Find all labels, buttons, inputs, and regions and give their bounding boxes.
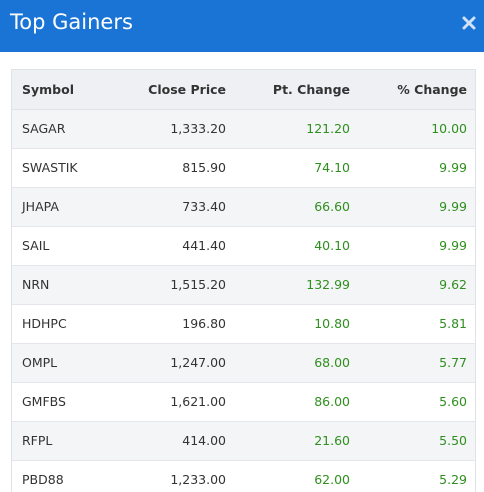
table-row[interactable]: SWASTIK 815.90 74.10 9.99 (12, 148, 475, 188)
column-header-symbol[interactable]: Symbol (12, 70, 110, 110)
table-header-row: Symbol Close Price Pt. Change % Change (12, 70, 475, 110)
close-button[interactable] (461, 15, 477, 31)
close-price-cell: 441.40 (110, 226, 236, 266)
close-price-cell: 196.80 (110, 304, 236, 344)
pt-change-cell: 68.00 (236, 343, 360, 383)
gainers-table: Symbol Close Price Pt. Change % Change S… (12, 70, 475, 492)
column-header-close-price[interactable]: Close Price (110, 70, 236, 110)
table-row[interactable]: PBD88 1,233.00 62.00 5.29 (12, 460, 475, 492)
table-row[interactable]: NRN 1,515.20 132.99 9.62 (12, 265, 475, 305)
modal-title: Top Gainers (10, 10, 133, 34)
table-row[interactable]: JHAPA 733.40 66.60 9.99 (12, 187, 475, 227)
pct-change-cell: 9.62 (360, 265, 475, 305)
pct-change-cell: 5.81 (360, 304, 475, 344)
table-row[interactable]: SAGAR 1,333.20 121.20 10.00 (12, 109, 475, 149)
symbol-cell: NRN (12, 265, 110, 305)
pt-change-cell: 66.60 (236, 187, 360, 227)
pt-change-cell: 74.10 (236, 148, 360, 188)
pt-change-cell: 86.00 (236, 382, 360, 422)
pct-change-cell: 9.99 (360, 187, 475, 227)
table-row[interactable]: HDHPC 196.80 10.80 5.81 (12, 304, 475, 344)
modal-header: Top Gainers (0, 0, 484, 52)
pt-change-cell: 62.00 (236, 460, 360, 492)
close-price-cell: 1,515.20 (110, 265, 236, 305)
symbol-cell: PBD88 (12, 460, 110, 492)
pct-change-cell: 5.50 (360, 421, 475, 461)
close-price-cell: 1,247.00 (110, 343, 236, 383)
symbol-cell: SAGAR (12, 109, 110, 149)
symbol-cell: GMFBS (12, 382, 110, 422)
table-row[interactable]: SAIL 441.40 40.10 9.99 (12, 226, 475, 266)
close-price-cell: 1,621.00 (110, 382, 236, 422)
close-icon (462, 16, 476, 30)
symbol-cell: SWASTIK (12, 148, 110, 188)
pct-change-cell: 9.99 (360, 148, 475, 188)
pt-change-cell: 121.20 (236, 109, 360, 149)
column-header-pt-change[interactable]: Pt. Change (236, 70, 360, 110)
pct-change-cell: 5.29 (360, 460, 475, 492)
column-header-pct-change[interactable]: % Change (360, 70, 475, 110)
pct-change-cell: 5.77 (360, 343, 475, 383)
close-price-cell: 1,233.00 (110, 460, 236, 492)
table-row[interactable]: GMFBS 1,621.00 86.00 5.60 (12, 382, 475, 422)
close-price-cell: 733.40 (110, 187, 236, 227)
symbol-cell: JHAPA (12, 187, 110, 227)
symbol-cell: HDHPC (12, 304, 110, 344)
pct-change-cell: 5.60 (360, 382, 475, 422)
close-price-cell: 414.00 (110, 421, 236, 461)
close-price-cell: 815.90 (110, 148, 236, 188)
pct-change-cell: 10.00 (360, 109, 475, 149)
table-row[interactable]: RFPL 414.00 21.60 5.50 (12, 421, 475, 461)
symbol-cell: RFPL (12, 421, 110, 461)
symbol-cell: OMPL (12, 343, 110, 383)
close-price-cell: 1,333.20 (110, 109, 236, 149)
pt-change-cell: 40.10 (236, 226, 360, 266)
table-row[interactable]: OMPL 1,247.00 68.00 5.77 (12, 343, 475, 383)
pt-change-cell: 10.80 (236, 304, 360, 344)
pct-change-cell: 9.99 (360, 226, 475, 266)
pt-change-cell: 132.99 (236, 265, 360, 305)
symbol-cell: SAIL (12, 226, 110, 266)
gainers-table-container: Symbol Close Price Pt. Change % Change S… (11, 69, 476, 492)
pt-change-cell: 21.60 (236, 421, 360, 461)
